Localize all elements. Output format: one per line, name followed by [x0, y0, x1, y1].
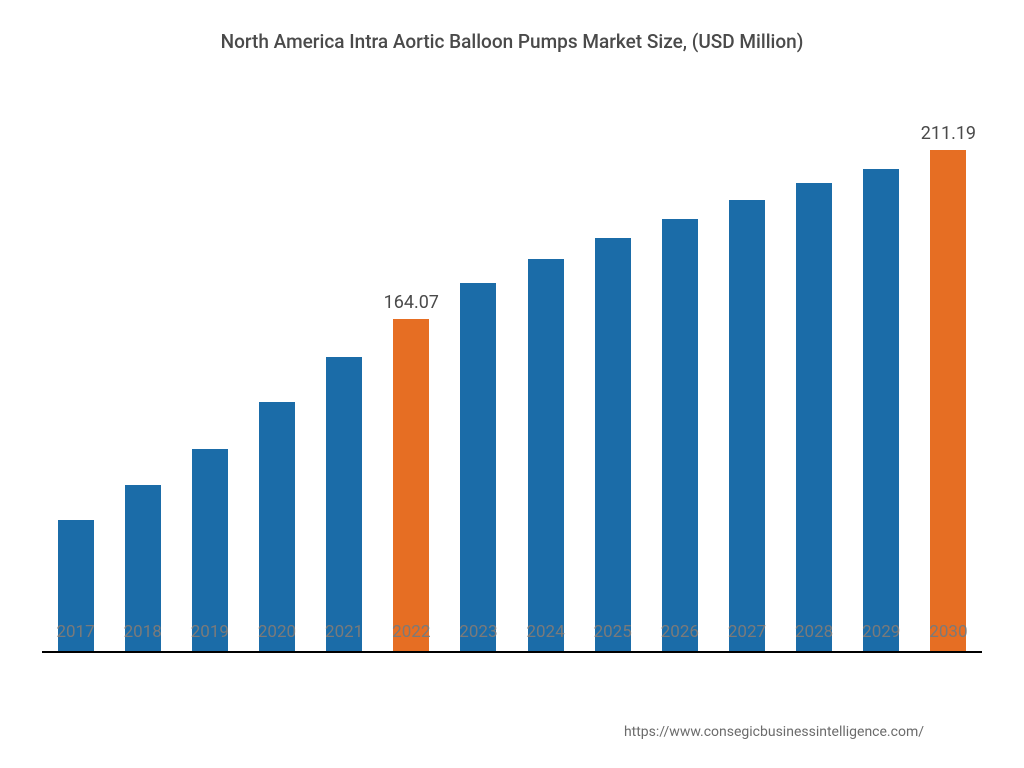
bar-2021 — [326, 357, 362, 651]
chart-title: North America Intra Aortic Balloon Pumps… — [30, 30, 994, 53]
bar-col-2028 — [781, 93, 848, 651]
x-tick-2030: 2030 — [915, 622, 982, 642]
bar-2030 — [930, 150, 966, 651]
x-axis-baseline — [42, 651, 982, 653]
bar-col-2029 — [848, 93, 915, 651]
bar-value-label-2022: 164.07 — [384, 292, 439, 313]
bar-2025 — [595, 238, 631, 651]
bar-2027 — [729, 200, 765, 651]
bar-col-2017 — [42, 93, 109, 651]
chart-container: North America Intra Aortic Balloon Pumps… — [0, 0, 1024, 768]
bar-col-2022: 164.07 — [378, 93, 445, 651]
bar-col-2018 — [109, 93, 176, 651]
x-tick-2029: 2029 — [848, 622, 915, 642]
bar-2026 — [662, 219, 698, 651]
x-tick-2019: 2019 — [176, 622, 243, 642]
source-credit: https://www.consegicbusinessintelligence… — [624, 724, 924, 740]
bars-group: 164.07 211.19 — [42, 93, 982, 651]
bar-value-label-2030: 211.19 — [921, 123, 976, 144]
bar-2024 — [528, 259, 564, 651]
bar-col-2019 — [176, 93, 243, 651]
bar-col-2026 — [646, 93, 713, 651]
bar-col-2023 — [445, 93, 512, 651]
bar-2029 — [863, 169, 899, 651]
bar-col-2020 — [243, 93, 310, 651]
x-tick-2022: 2022 — [378, 622, 445, 642]
bar-2023 — [460, 283, 496, 651]
x-tick-2021: 2021 — [311, 622, 378, 642]
x-tick-2027: 2027 — [713, 622, 780, 642]
x-tick-2026: 2026 — [646, 622, 713, 642]
x-tick-2024: 2024 — [512, 622, 579, 642]
x-tick-2025: 2025 — [579, 622, 646, 642]
x-tick-2028: 2028 — [781, 622, 848, 642]
bar-2022 — [393, 319, 429, 651]
bar-col-2025 — [579, 93, 646, 651]
bar-2028 — [796, 183, 832, 651]
bar-col-2030: 211.19 — [915, 93, 982, 651]
x-axis-labels: 2017201820192020202120222023202420252026… — [42, 622, 982, 642]
bar-col-2021 — [311, 93, 378, 651]
bar-2020 — [259, 402, 295, 651]
x-tick-2020: 2020 — [243, 622, 310, 642]
plot-area: 164.07 211.19 — [42, 93, 982, 653]
bar-col-2027 — [713, 93, 780, 651]
bar-col-2024 — [512, 93, 579, 651]
x-tick-2018: 2018 — [109, 622, 176, 642]
bar-2019 — [192, 449, 228, 651]
x-tick-2017: 2017 — [42, 622, 109, 642]
x-tick-2023: 2023 — [445, 622, 512, 642]
